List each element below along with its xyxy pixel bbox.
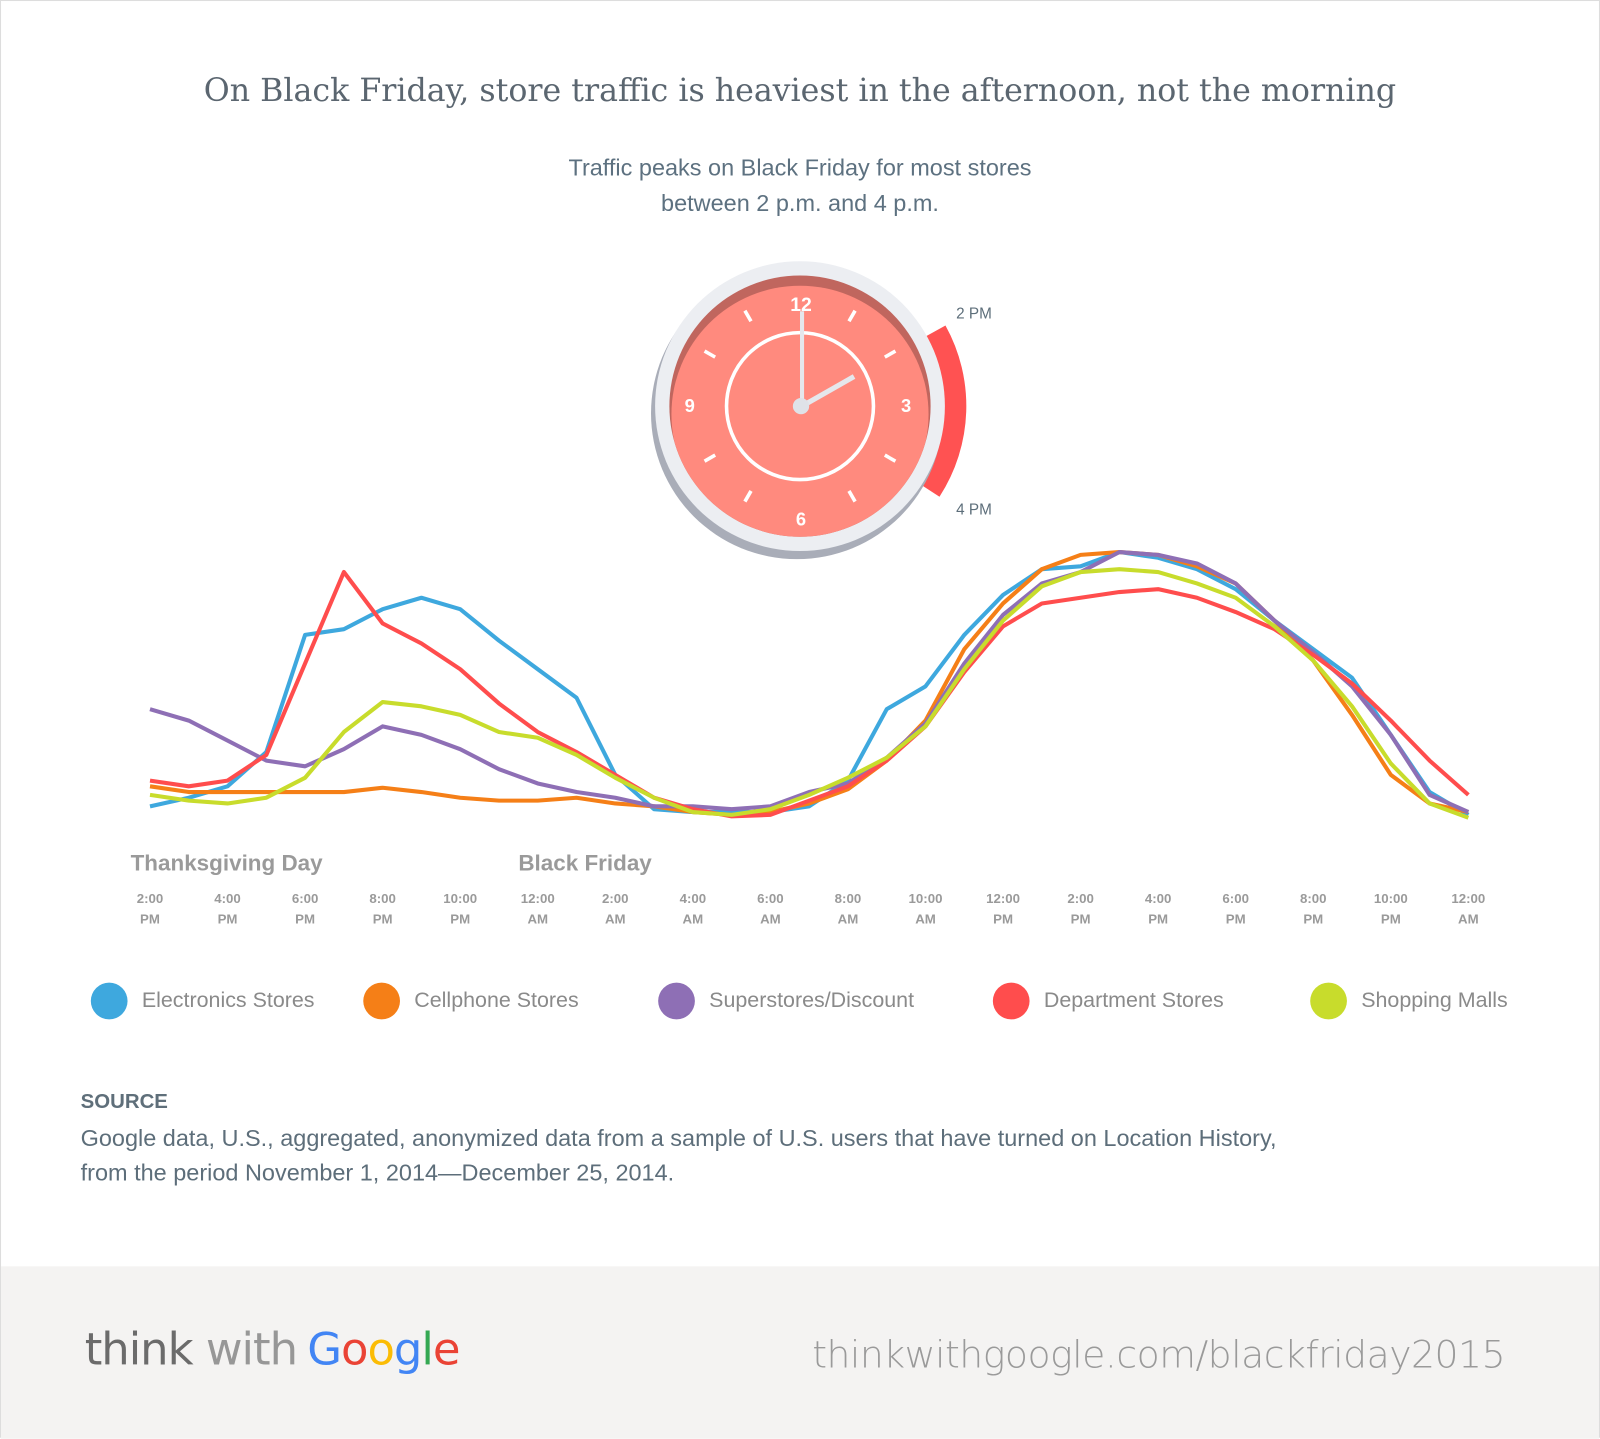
legend-swatch (90, 982, 128, 1020)
subtitle: Traffic peaks on Black Friday for most s… (1, 150, 1599, 221)
clock-hour-hand (800, 374, 856, 409)
series-line-cellphone-stores (149, 549, 1469, 817)
x-tick-label: 4:00 (214, 891, 241, 906)
x-tick-label: 6:00 (1222, 891, 1249, 906)
clock-face (671, 285, 929, 537)
x-tick-label: 10:00 (443, 891, 477, 906)
logo-with: with (205, 1323, 298, 1376)
x-tick-label: AM (1458, 911, 1479, 926)
clock-center-pin (792, 397, 810, 415)
x-tick-label: AM (527, 911, 548, 926)
x-tick-label: AM (915, 911, 936, 926)
x-tick-label: PM (1071, 911, 1091, 926)
x-tick-label: 8:00 (1300, 891, 1327, 906)
clock-number-12: 12 (790, 294, 812, 316)
logo-letter: g (393, 1323, 423, 1376)
clock-tick-mark (743, 490, 753, 503)
x-tick-label: PM (1226, 911, 1246, 926)
subtitle-line: between 2 p.m. and 4 p.m. (661, 189, 939, 217)
clock-illustration: 12 3 6 9 2 PM 4 PM (651, 261, 992, 560)
clock-number-9: 9 (685, 395, 695, 416)
logo-letter: o (341, 1323, 368, 1376)
clock-tick-mark (847, 490, 857, 503)
logo-think: think (84, 1323, 194, 1376)
clock-number-3: 3 (901, 395, 911, 416)
range-end-label: 4 PM (956, 501, 992, 518)
x-tick-label: 4:00 (1145, 891, 1172, 906)
legend-label: Shopping Malls (1361, 988, 1508, 1013)
source-text-line: from the period November 1, 2014—Decembe… (80, 1159, 675, 1186)
clock-tick-mark (883, 453, 897, 463)
x-tick-label: 8:00 (369, 891, 396, 906)
x-tick-label: AM (838, 911, 859, 926)
clock-tick-mark (883, 349, 897, 359)
x-tick-label: 8:00 (835, 891, 862, 906)
think-with-google-logo: think with Google (84, 1323, 461, 1376)
series-line-superstores-discount (149, 549, 1470, 814)
x-tick-label: AM (760, 911, 781, 926)
legend-swatch (992, 982, 1030, 1020)
x-tick-label: 4:00 (680, 891, 707, 906)
logo-letter: e (432, 1323, 461, 1376)
series-line-shopping-malls (149, 567, 1470, 820)
day-label: Black Friday (518, 850, 652, 875)
x-tick-label: PM (295, 911, 315, 926)
footer (1, 1266, 1599, 1439)
x-tick-label: 2:00 (602, 891, 629, 906)
logo-letter: o (367, 1323, 394, 1376)
range-start-label: 2 PM (956, 305, 992, 322)
source-text-line: Google data, U.S., aggregated, anonymize… (80, 1124, 1277, 1152)
series-line-electronics-stores (149, 549, 1470, 817)
clock-tick-mark (703, 453, 717, 463)
legend-item: Shopping Malls (1310, 982, 1508, 1020)
legend-item: Department Stores (992, 982, 1224, 1020)
x-tick-label: AM (605, 911, 626, 926)
x-tick-label: AM (683, 911, 704, 926)
x-tick-label: PM (140, 911, 160, 926)
day-label: Thanksgiving Day (131, 850, 324, 875)
clock-tick-mark (847, 309, 857, 323)
legend-swatch (1310, 982, 1347, 1020)
legend-label: Cellphone Stores (414, 988, 579, 1013)
clock-tick-mark (703, 349, 717, 359)
x-tick-label: PM (450, 911, 470, 926)
subtitle-line: Traffic peaks on Black Friday for most s… (568, 154, 1032, 181)
logo-letter: G (307, 1323, 342, 1376)
x-tick-label: 10:00 (909, 891, 943, 906)
clock-tick-mark (743, 309, 753, 323)
logo-letter: l (421, 1323, 434, 1376)
legend-label: Superstores/Discount (709, 988, 915, 1013)
x-tick-label: 6:00 (757, 891, 784, 906)
footer-url[interactable]: thinkwithgoogle.com/blackfriday2015 (812, 1332, 1506, 1377)
x-tick-label: PM (1381, 911, 1401, 926)
x-tick-label: 2:00 (1067, 891, 1094, 906)
logo-google: Google (307, 1323, 461, 1376)
x-tick-label: 12:00 (1451, 891, 1485, 906)
legend-item: Superstores/Discount (658, 982, 915, 1020)
page-title: On Black Friday, store traffic is heavie… (203, 72, 1397, 110)
series-line-department-stores (149, 569, 1470, 819)
x-tick-label: PM (993, 911, 1013, 926)
x-tick-label: 12:00 (521, 891, 555, 906)
x-tick-label: 2:00 (137, 891, 164, 906)
chart: 12 3 6 9 2 PM 4 PM Thanksgiving Day Black… (131, 261, 1485, 926)
legend-swatch (363, 982, 400, 1020)
x-tick-label: PM (1303, 911, 1323, 926)
legend-label: Electronics Stores (141, 988, 315, 1013)
source-note: SOURCE Google data, U.S., aggregated, an… (81, 1091, 1277, 1190)
clock-number-6: 6 (796, 509, 806, 530)
x-tick-label: PM (218, 911, 238, 926)
legend-item: Electronics Stores (90, 982, 315, 1020)
x-tick-label: PM (1148, 911, 1168, 926)
x-tick-label: 12:00 (986, 891, 1020, 906)
legend-swatch (658, 982, 695, 1020)
x-tick-label: 6:00 (292, 891, 319, 906)
x-tick-label: PM (373, 911, 393, 926)
legend-item: Cellphone Stores (363, 982, 579, 1020)
source-heading: SOURCE (80, 1090, 168, 1114)
x-tick-label: 10:00 (1374, 891, 1408, 906)
legend-label: Department Stores (1043, 988, 1224, 1013)
